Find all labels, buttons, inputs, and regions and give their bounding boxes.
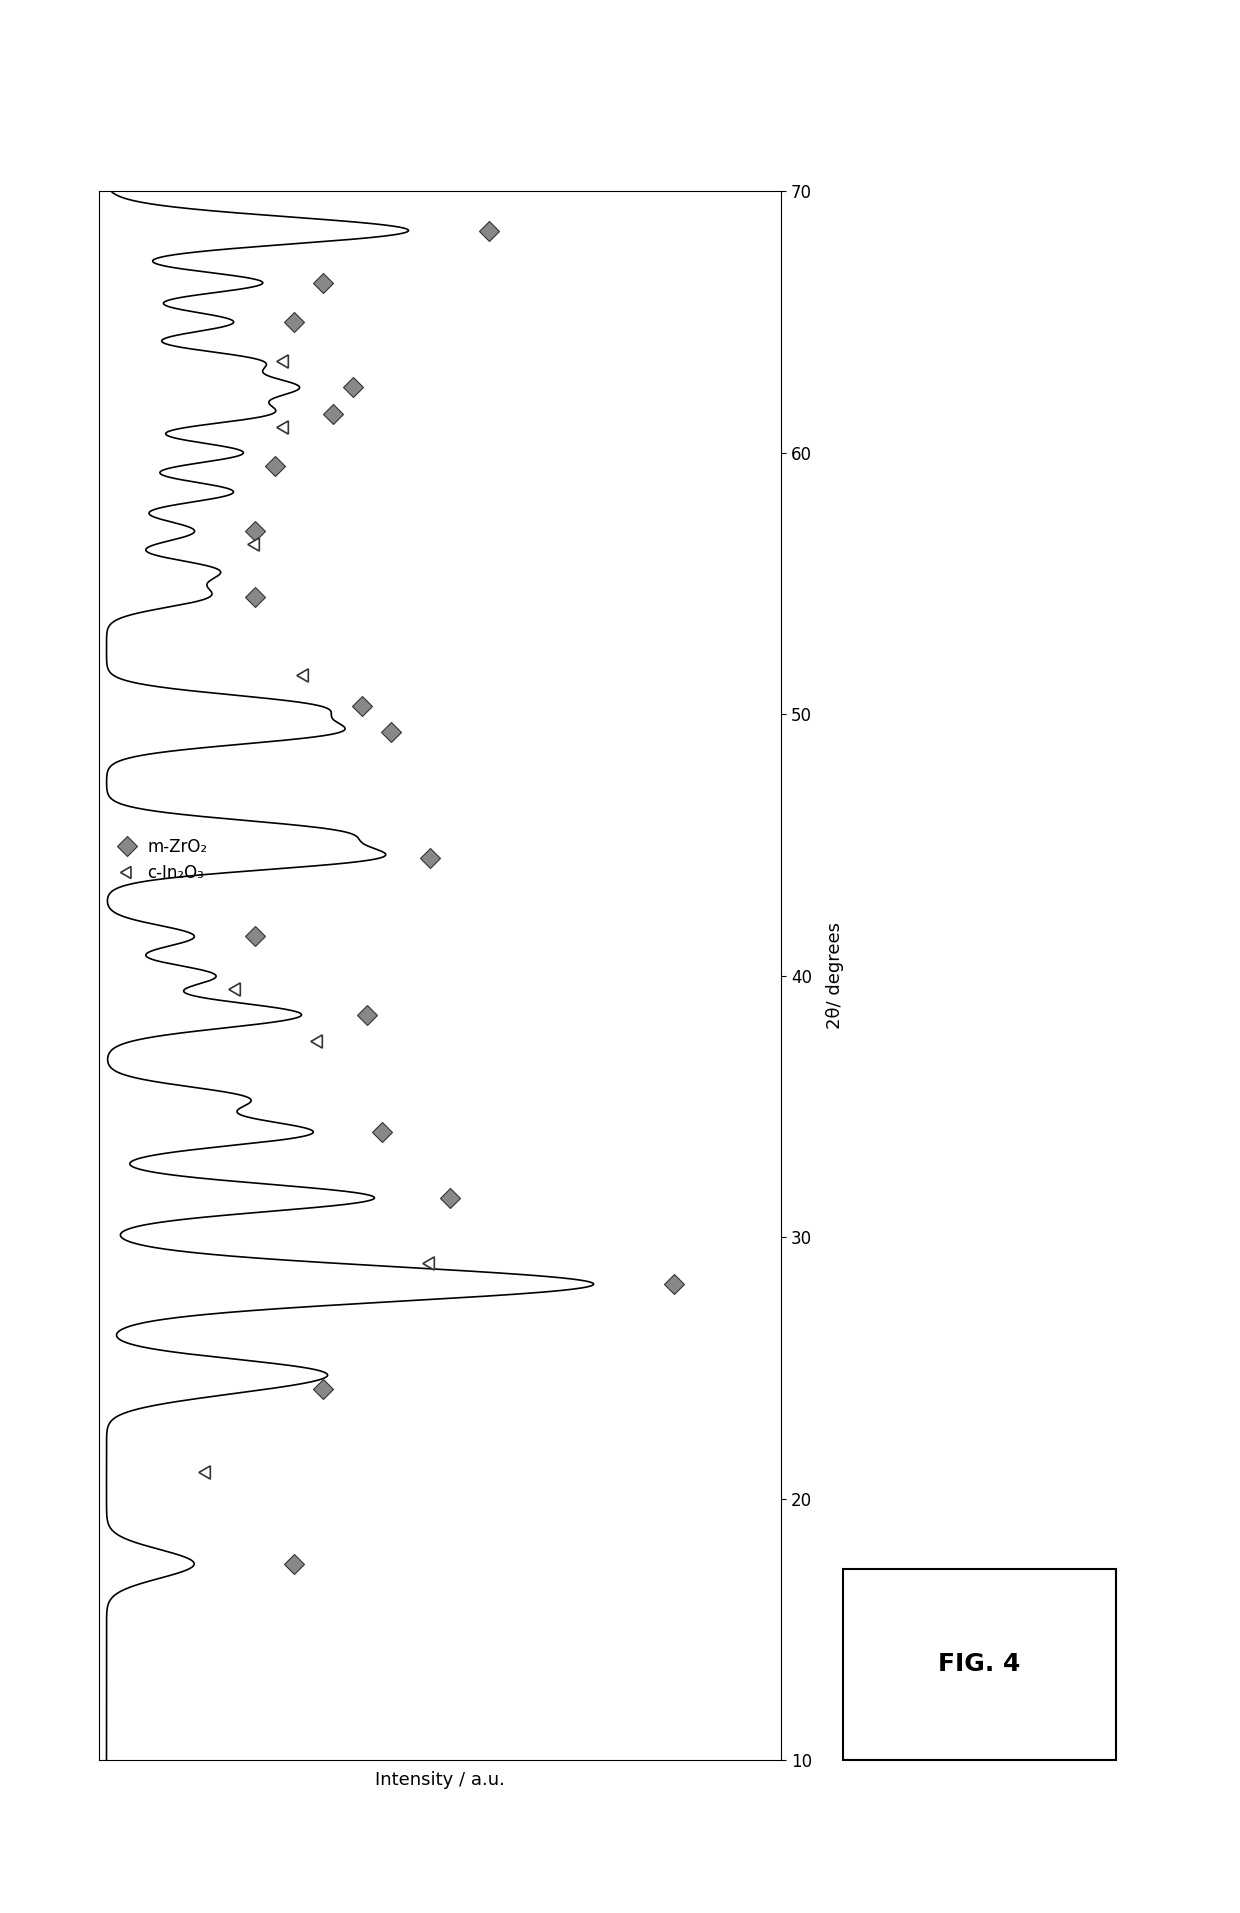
Text: FIG. 4: FIG. 4: [939, 1653, 1021, 1676]
Legend: m-ZrO₂, c-In₂O₃: m-ZrO₂, c-In₂O₃: [108, 830, 215, 890]
Y-axis label: 2θ/ degrees: 2θ/ degrees: [826, 922, 844, 1029]
FancyBboxPatch shape: [843, 1569, 1116, 1760]
X-axis label: Intensity / a.u.: Intensity / a.u.: [376, 1771, 505, 1789]
